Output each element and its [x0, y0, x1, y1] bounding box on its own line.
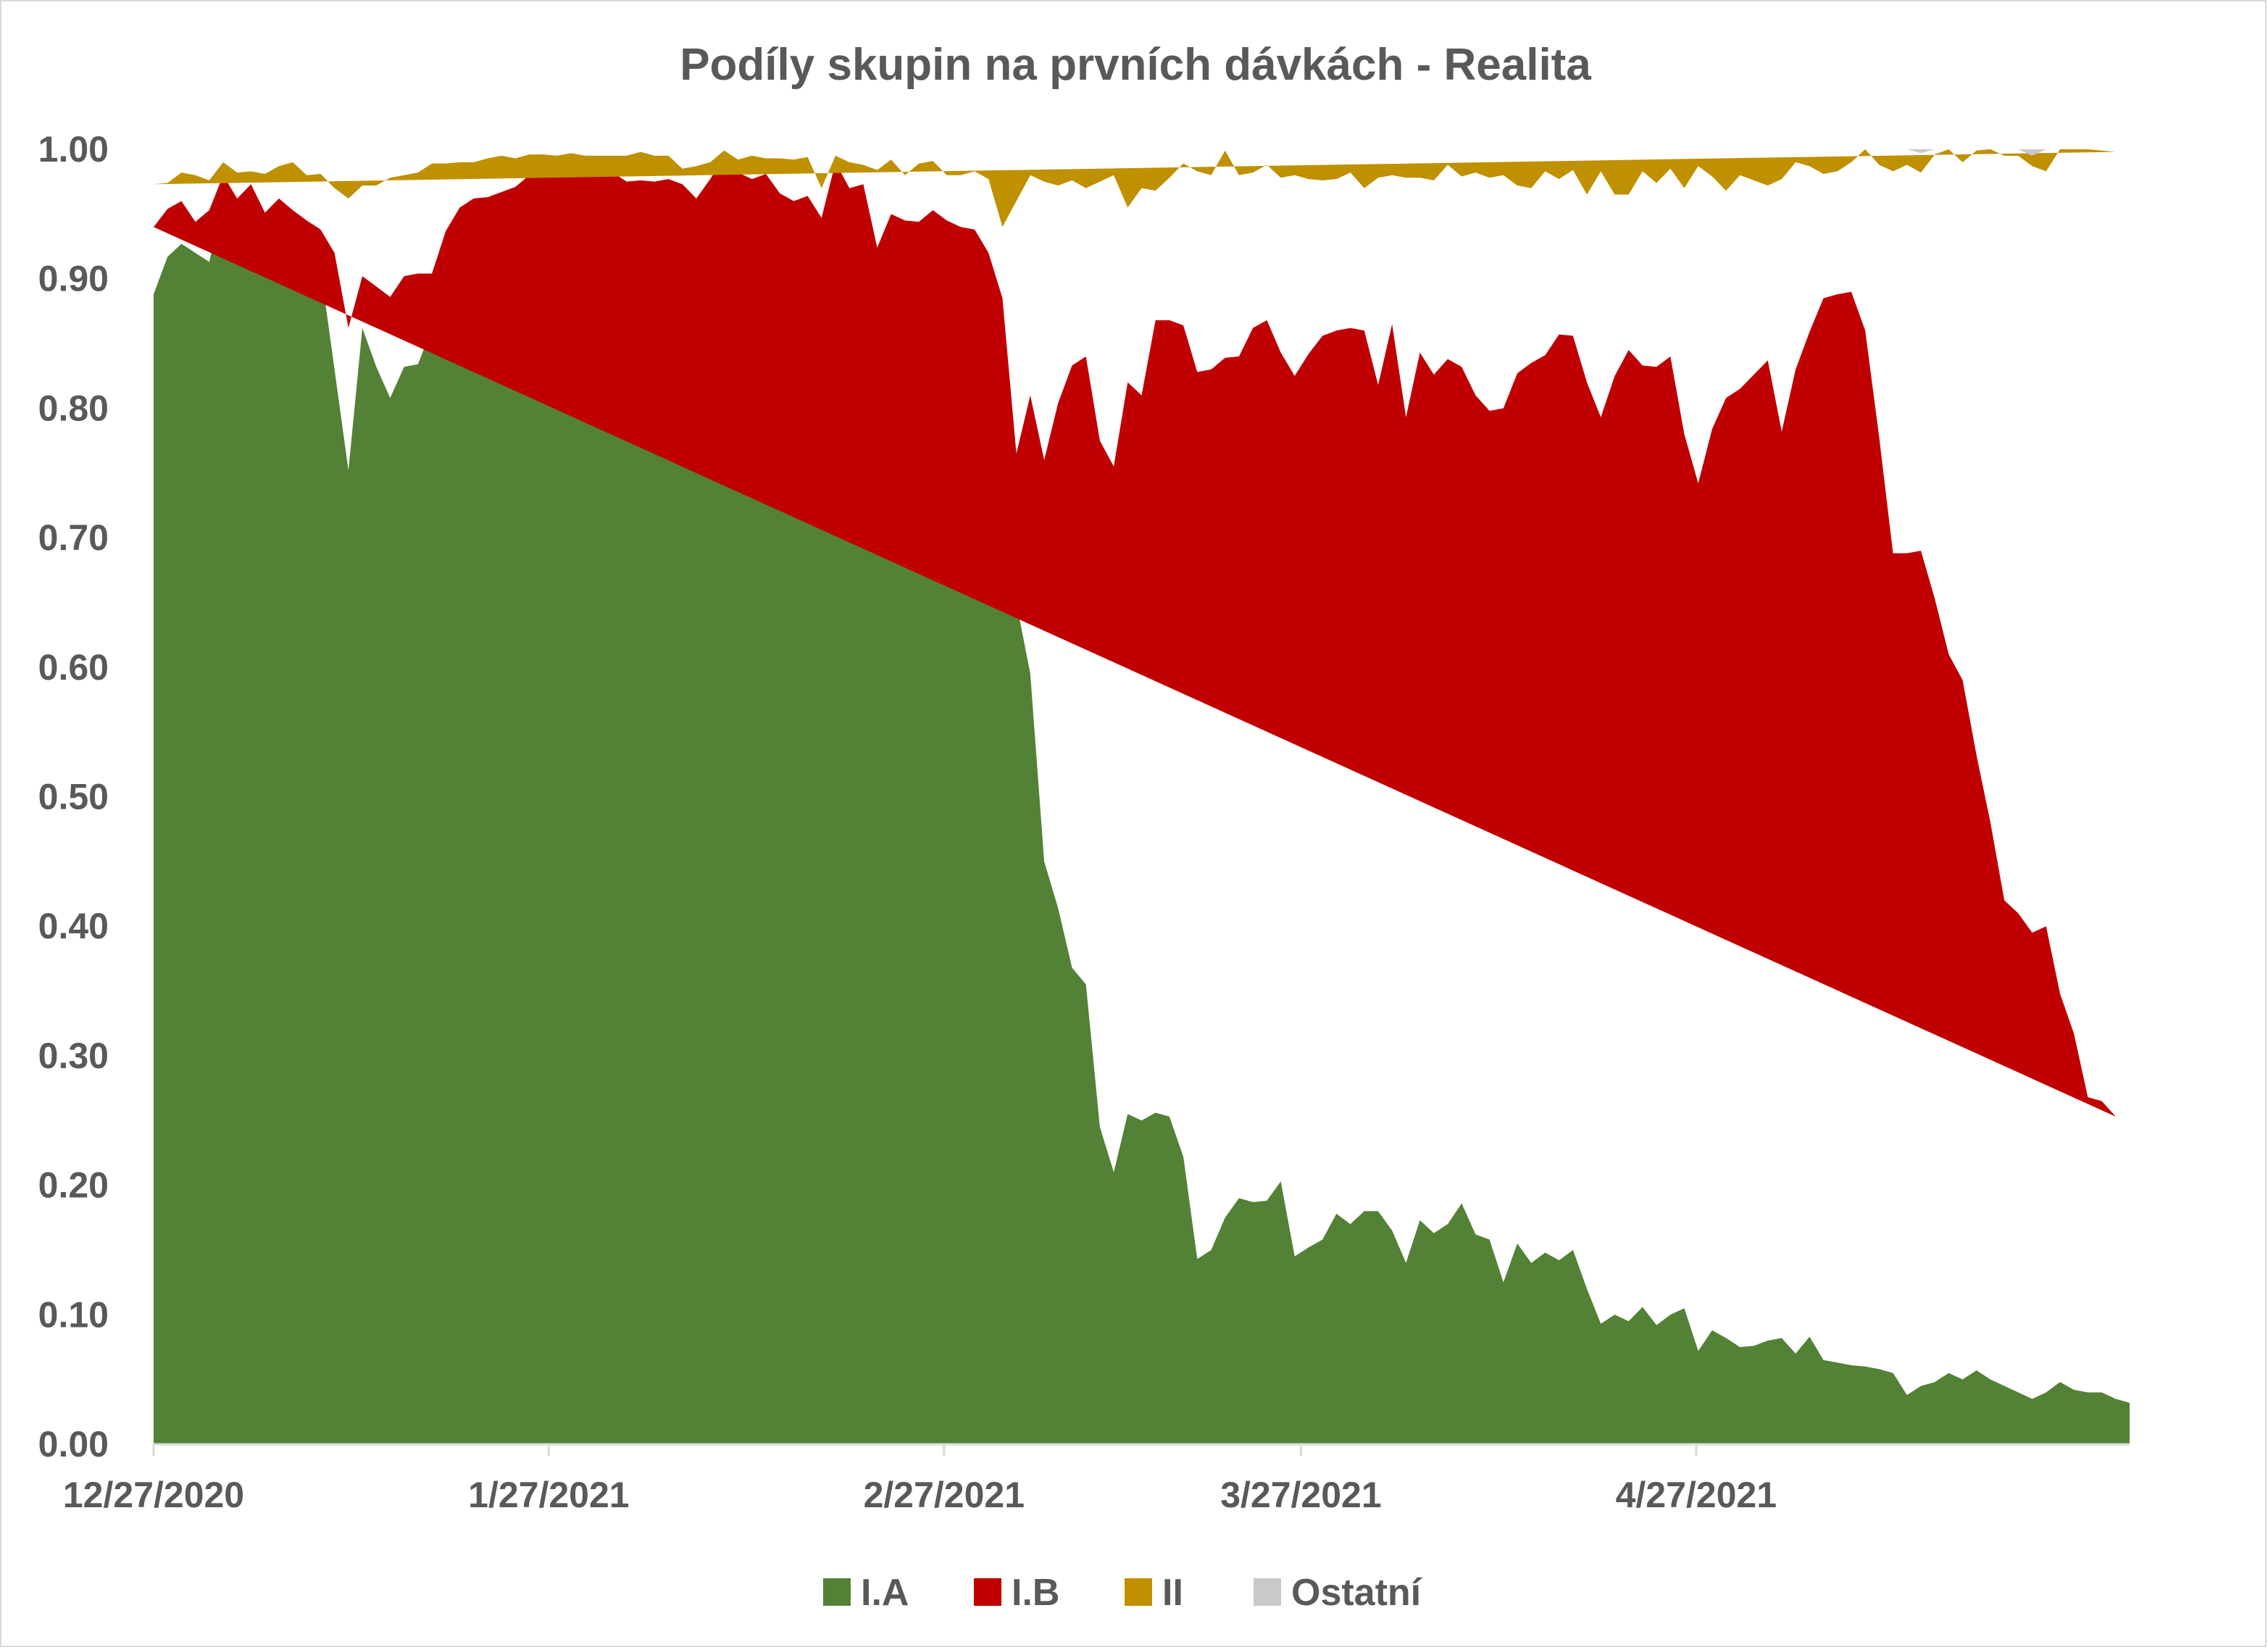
area-series-i-a [154, 179, 2130, 1445]
y-tick-label: 0.80 [38, 388, 109, 428]
legend-swatch [1254, 1578, 1281, 1606]
y-tick-label: 0.50 [38, 777, 109, 817]
area-series-ii [154, 149, 2116, 228]
legend: I.A I.B II Ostatní [823, 1572, 1422, 1614]
y-tick-label: 0.90 [38, 259, 109, 299]
legend-label: I.B [1012, 1572, 1059, 1614]
y-tick-labels: 0.00 0.10 0.20 0.30 0.40 0.50 0.60 0.70 0.80 0.90… [38, 129, 109, 1464]
x-tick-label: 12/27/2020 [63, 1475, 244, 1515]
y-tick-label: 0.10 [38, 1294, 109, 1335]
x-tick-label: 3/27/2021 [1220, 1475, 1381, 1515]
chart-title: Podíly skupin na prvních dávkách - Reali… [680, 40, 1591, 90]
y-tick-label: 0.60 [38, 647, 109, 688]
y-tick-label: 0.70 [38, 517, 109, 558]
legend-swatch [974, 1578, 1001, 1606]
legend-swatch [1125, 1578, 1152, 1606]
legend-label: I.A [861, 1572, 909, 1614]
area-series-group [154, 149, 2130, 1445]
x-tick-labels: 12/27/2020 1/27/2021 2/27/2021 3/27/2021 4/2… [63, 1475, 1777, 1515]
x-tick-label: 1/27/2021 [468, 1475, 629, 1515]
x-tick-label: 4/27/2021 [1616, 1475, 1777, 1515]
y-tick-label: 0.40 [38, 906, 109, 946]
y-tick-label: 1.00 [38, 129, 109, 170]
y-tick-label: 0.20 [38, 1165, 109, 1206]
y-tick-label: 0.00 [38, 1424, 109, 1464]
x-tick-label: 2/27/2021 [864, 1475, 1025, 1515]
area-series-ostatn [154, 149, 2116, 156]
legend-label: II [1162, 1572, 1183, 1614]
area-series-i-b [154, 157, 2116, 1117]
legend-swatch [823, 1578, 851, 1606]
legend-label: Ostatní [1291, 1572, 1422, 1614]
axes-group [152, 1443, 2130, 1456]
y-tick-label: 0.30 [38, 1036, 109, 1076]
